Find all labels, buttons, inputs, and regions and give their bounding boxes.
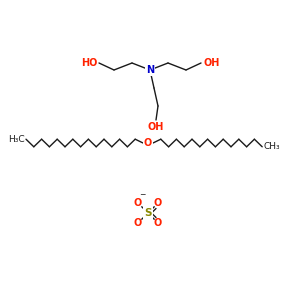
Text: O: O <box>134 218 142 228</box>
Text: H₃C: H₃C <box>8 135 25 144</box>
Text: O: O <box>154 218 162 228</box>
Text: S: S <box>144 208 152 218</box>
Text: N: N <box>146 65 154 75</box>
Text: CH₃: CH₃ <box>263 142 280 151</box>
Text: OH: OH <box>148 122 164 132</box>
Text: HO: HO <box>81 58 97 68</box>
Text: O: O <box>134 198 142 208</box>
Text: −: − <box>139 190 145 199</box>
Text: OH: OH <box>203 58 219 68</box>
Text: O: O <box>154 198 162 208</box>
Text: O: O <box>144 138 152 148</box>
